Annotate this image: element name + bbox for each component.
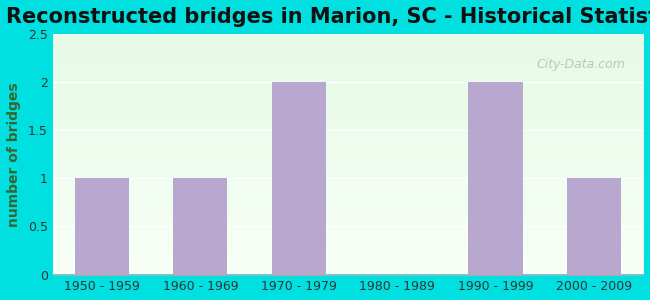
Y-axis label: number of bridges: number of bridges — [7, 82, 21, 226]
Bar — [75, 178, 129, 274]
Bar — [174, 178, 228, 274]
Title: Reconstructed bridges in Marion, SC - Historical Statistics: Reconstructed bridges in Marion, SC - Hi… — [6, 7, 650, 27]
Text: City-Data.com: City-Data.com — [536, 58, 625, 71]
Bar — [272, 82, 326, 274]
Bar — [567, 178, 621, 274]
Bar — [469, 82, 523, 274]
